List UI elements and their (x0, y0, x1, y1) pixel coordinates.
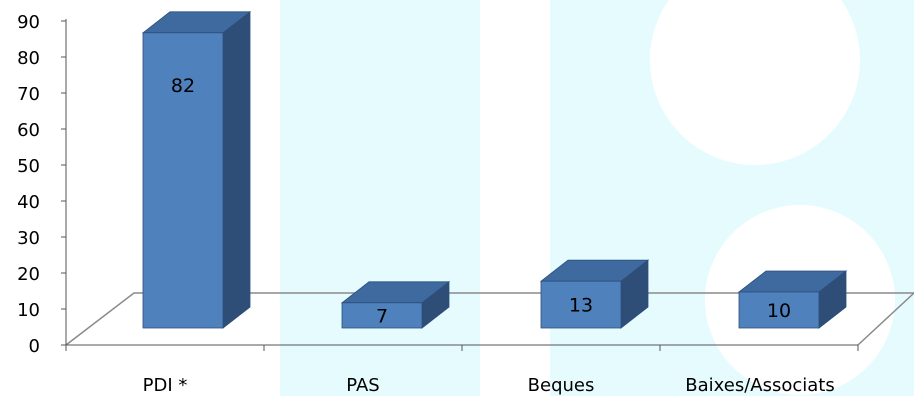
bar-3 (539, 259, 650, 329)
y-tick-label: 20 (17, 264, 40, 285)
y-tick-label: 50 (17, 156, 40, 177)
bar-front-face (341, 302, 423, 329)
bar-front-face (142, 32, 224, 329)
bar-front-face (540, 280, 622, 329)
y-tick-label: 40 (17, 192, 40, 213)
data-label: 7 (376, 305, 388, 327)
y-tick-label: 30 (17, 228, 40, 249)
y-tick-label: 80 (17, 48, 40, 69)
chart-floor (65, 292, 914, 346)
category-labels: PDI * PAS Beques Baixes/Associats (143, 375, 835, 396)
watermark-circle-top (650, 0, 860, 165)
bar-side-face (222, 10, 251, 329)
y-tick-label: 90 (17, 12, 40, 33)
data-labels: 82 7 13 10 (171, 75, 791, 328)
category-label: PAS (346, 375, 379, 396)
watermark-stripe (480, 0, 550, 396)
floor-outline (65, 292, 914, 346)
y-tick-label: 10 (17, 300, 40, 321)
data-label: 10 (767, 300, 791, 322)
category-label: Beques (528, 375, 595, 396)
y-tick-label: 0 (29, 336, 40, 357)
bars (141, 10, 848, 329)
bar-1 (141, 10, 252, 329)
data-label: 82 (171, 75, 195, 97)
y-axis: 0 10 20 30 40 50 60 70 80 90 (17, 12, 67, 357)
category-label: Baixes/Associats (685, 375, 834, 396)
bar-2 (340, 280, 451, 329)
data-label: 13 (569, 295, 593, 317)
category-label: PDI * (143, 375, 188, 396)
bar-4 (737, 270, 848, 329)
y-tick-label: 60 (17, 120, 40, 141)
y-tick-label: 70 (17, 84, 40, 105)
x-axis (65, 344, 859, 351)
background-watermark (280, 0, 914, 396)
bar-front-face (738, 291, 820, 329)
